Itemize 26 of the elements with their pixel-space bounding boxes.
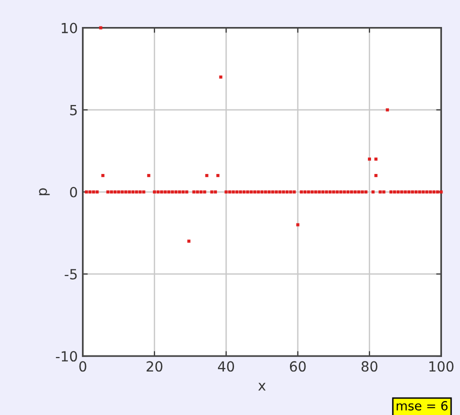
x-tick-label: 0	[79, 361, 86, 372]
text: mse = 6	[396, 401, 448, 411]
point	[374, 174, 378, 178]
point	[99, 26, 102, 30]
point	[147, 174, 150, 178]
x-tick-label: 80	[362, 361, 378, 372]
y-axis-title: p	[39, 188, 50, 196]
y-tick-label: 10	[62, 22, 78, 34]
point	[386, 108, 389, 112]
point	[296, 223, 300, 226]
point	[219, 75, 222, 79]
x-axis-title: x	[258, 382, 266, 390]
y-tick-label: -5	[64, 269, 77, 280]
point	[187, 240, 190, 243]
point	[101, 174, 104, 178]
point	[205, 174, 208, 178]
x-tick-label: 100	[429, 361, 454, 372]
y-tick-label: -10	[56, 351, 78, 362]
y-tick-label: 5	[70, 105, 77, 116]
x-tick-label: 40	[218, 361, 234, 372]
point	[368, 158, 372, 161]
x-tick-label: 20	[146, 361, 162, 372]
point	[216, 174, 220, 178]
point	[374, 158, 378, 161]
y-tick-label: 0	[70, 186, 78, 198]
x-tick-label: 60	[290, 361, 306, 372]
